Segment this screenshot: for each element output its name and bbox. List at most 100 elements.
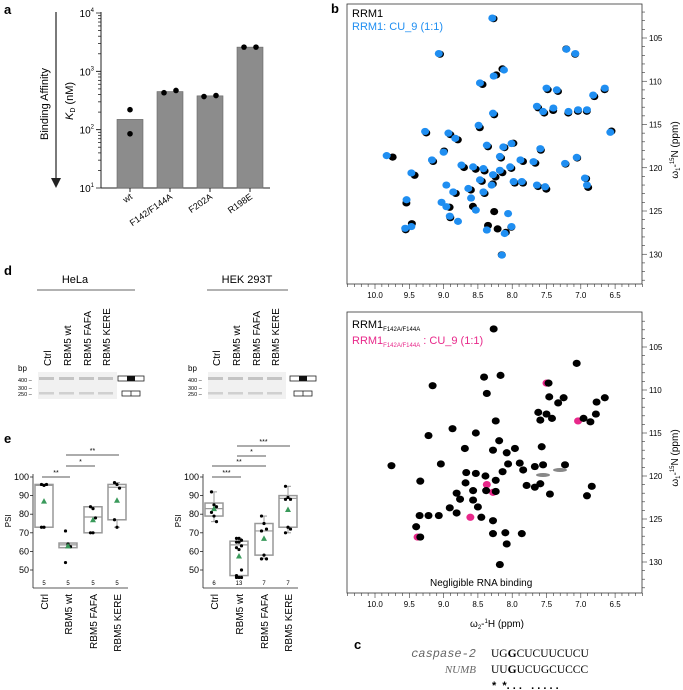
nmr-peak — [428, 382, 437, 390]
y-axis-title-bottom: ω1-15N (ppm) — [670, 429, 682, 486]
band-inclusion — [248, 377, 263, 380]
nmr-peak — [582, 106, 591, 114]
data-point — [214, 505, 219, 509]
nmr-peak — [552, 86, 561, 94]
nmr-peak — [488, 446, 497, 454]
nmr-peak — [580, 174, 589, 182]
nmr-peak — [530, 462, 539, 471]
nmr-peak — [545, 393, 554, 401]
data-point — [127, 106, 133, 113]
data-point — [262, 521, 266, 526]
y-tick-label: 110 — [649, 386, 662, 395]
nmr-peak — [444, 129, 453, 137]
data-point — [241, 44, 247, 50]
nmr-peak — [401, 224, 410, 232]
data-point — [209, 510, 214, 514]
nmr-peak — [421, 127, 430, 136]
nmr-peak — [496, 371, 505, 379]
y-axis-label: PSI — [4, 514, 13, 527]
x-tick-label: 9.0 — [438, 600, 450, 609]
negligible-binding-annotation: Negligible RNA binding — [430, 578, 532, 589]
nmr-peak — [539, 461, 548, 469]
nmr-peak — [536, 145, 545, 153]
box — [34, 483, 54, 528]
data-point — [42, 525, 46, 529]
significance-label: *** — [222, 470, 230, 477]
y-tick-label: 80 — [189, 509, 199, 519]
bar-F142/F144A — [156, 91, 184, 189]
data-point — [283, 497, 288, 501]
nmr-peak — [544, 379, 553, 387]
data-point — [63, 560, 68, 565]
nmr-peak — [424, 511, 433, 520]
gel-title: HeLa — [62, 274, 89, 286]
y-tick-label: 110 — [649, 77, 662, 86]
nmr-peak — [388, 153, 397, 161]
x-tick-label: R198E — [226, 191, 254, 215]
mean-marker — [211, 505, 217, 512]
nmr-peak — [416, 533, 425, 541]
data-point — [259, 557, 264, 561]
sequence-numb: UUGUCUGCUCCC — [491, 664, 588, 676]
nmr-peak — [541, 183, 550, 191]
spectrum-frame — [346, 311, 643, 594]
nmr-peak — [586, 418, 595, 426]
gel-image — [38, 372, 117, 399]
nmr-peak — [412, 523, 421, 531]
y-tick-label: 50 — [19, 565, 29, 575]
x-tick-label: RBM5 KERE — [113, 594, 124, 652]
alternative-exon — [299, 376, 307, 381]
y-tick-label: 90 — [189, 491, 199, 501]
x-tick-label: 7.5 — [541, 291, 553, 300]
nmr-peak — [451, 134, 460, 142]
panel-label-a: a — [4, 2, 12, 17]
x-tick-label: Ctrl — [210, 594, 221, 610]
nmr-peak — [415, 511, 424, 520]
n-label: 6 — [212, 581, 216, 587]
x-tick-label: 7.0 — [575, 600, 587, 609]
y-tick-label: 125 — [649, 515, 663, 524]
nmr-peak — [517, 530, 526, 538]
data-point — [288, 527, 293, 531]
nmr-peak — [491, 476, 500, 484]
data-point — [173, 87, 179, 94]
nmr-peak — [509, 177, 518, 186]
x-tick-label: 7.0 — [575, 291, 587, 300]
y-tick-label: 80 — [19, 509, 29, 519]
nmr-peak — [499, 143, 508, 151]
band-skipping — [59, 392, 74, 395]
gel-title: HEK 293T — [222, 274, 273, 286]
significance-label: ** — [53, 470, 59, 477]
y-tick-label: 90 — [19, 491, 29, 501]
y-tick-label: 60 — [19, 546, 29, 556]
y-tick-label: 125 — [649, 207, 663, 216]
nmr-peak — [501, 529, 510, 537]
data-point — [237, 547, 241, 552]
data-point — [239, 544, 244, 548]
data-point — [234, 536, 239, 540]
n-label: 5 — [91, 581, 95, 587]
data-point — [259, 514, 264, 518]
nmr-peak — [510, 444, 519, 453]
nmr-peak — [457, 161, 466, 169]
y-tick-label: 50 — [189, 565, 199, 575]
x-axis-title: ω2-1H (ppm) — [470, 619, 524, 631]
nmr-peak — [498, 468, 507, 476]
nmr-peak — [536, 480, 545, 488]
nmr-peak — [500, 229, 509, 238]
x-tick-label: RBM5 wt — [235, 594, 246, 635]
x-tick-label: 8.5 — [472, 291, 484, 300]
data-point — [288, 497, 293, 501]
alternative-exon — [127, 376, 135, 381]
mean-marker — [90, 516, 96, 523]
nmr-peak — [515, 459, 524, 467]
gel-image — [208, 372, 286, 399]
x-tick-label: 8.0 — [507, 291, 519, 300]
y-axis-label: PSI — [174, 514, 183, 527]
nmr-peak — [572, 153, 581, 161]
nmr-peak — [536, 416, 545, 424]
nmr-peak — [475, 79, 484, 87]
nmr-peak — [439, 148, 448, 156]
nmr-peak — [479, 165, 488, 173]
nmr-peak — [587, 482, 596, 490]
